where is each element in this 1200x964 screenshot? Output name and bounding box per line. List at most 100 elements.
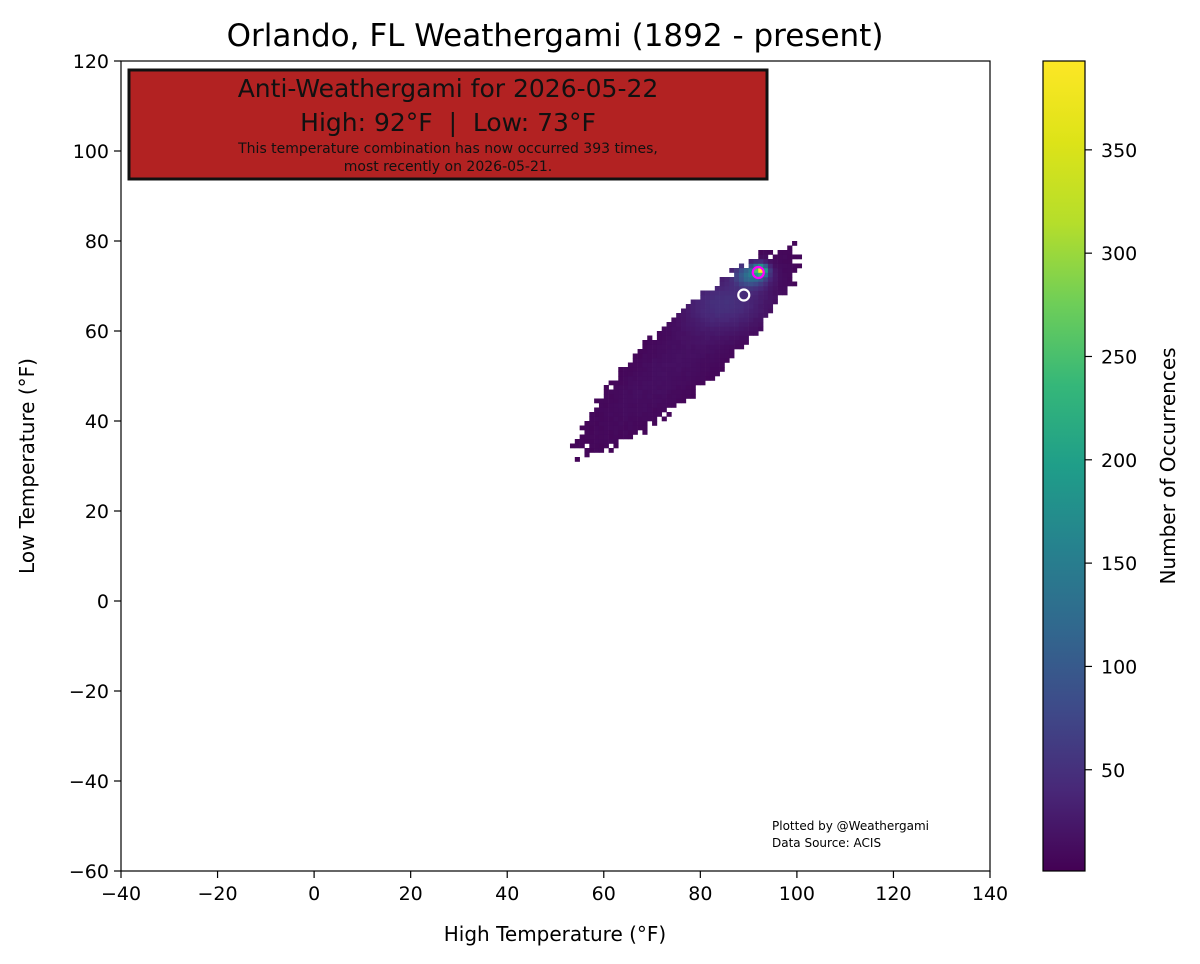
heatmap-cell: [705, 362, 711, 368]
heatmap-cell: [681, 389, 687, 395]
heatmap-cell: [724, 326, 730, 332]
heatmap-cell: [618, 425, 624, 431]
heatmap-cell: [719, 290, 725, 296]
heatmap-cell: [714, 371, 720, 377]
heatmap-cell: [637, 362, 643, 368]
plot-frame: [120, 60, 991, 872]
heatmap-cell: [763, 272, 769, 278]
heatmap-cell: [656, 380, 663, 386]
heatmap-cell: [758, 290, 764, 296]
heatmap-cell: [647, 376, 653, 381]
heatmap-cell: [589, 425, 595, 431]
heatmap-cell: [613, 443, 619, 449]
heatmap-cell: [758, 254, 764, 260]
heatmap-cell: [613, 425, 619, 431]
heatmap-cell: [695, 313, 701, 318]
heatmap-cell: [656, 371, 663, 377]
heatmap-cell: [623, 385, 629, 390]
heatmap-cell: [656, 389, 663, 395]
heatmap-cell: [608, 407, 614, 413]
heatmap-cell: [690, 353, 696, 359]
heatmap-cell: [777, 277, 783, 282]
heatmap-cell: [647, 367, 653, 372]
heatmap-cell: [637, 353, 643, 359]
heatmap-cell: [598, 439, 605, 444]
heatmap-cell: [705, 313, 711, 318]
heatmap-cell: [627, 430, 634, 435]
heatmap-cell: [656, 340, 663, 345]
colorbar-label: Number of Occurrences: [1156, 347, 1180, 584]
heatmap-cell: [661, 335, 667, 341]
heatmap-cell: [594, 425, 600, 431]
heatmap-cell: [719, 304, 725, 309]
heatmap-cell: [647, 380, 653, 386]
heatmap-cell: [623, 394, 629, 399]
heatmap-cell: [671, 358, 677, 363]
heatmap-cell: [753, 295, 759, 300]
heatmap-cell: [627, 421, 634, 426]
heatmap-cell: [705, 295, 711, 300]
heatmap-cell: [685, 385, 691, 390]
heatmap-cell: [690, 349, 696, 354]
heatmap-cell: [719, 353, 725, 359]
heatmap-cell: [603, 416, 609, 422]
heatmap-cell: [719, 322, 725, 327]
heatmap-cell: [632, 376, 638, 381]
heatmap-cell: [787, 272, 793, 278]
x-tick-label: 120: [875, 883, 911, 905]
heatmap-cell: [637, 425, 643, 431]
heatmap-cell: [738, 277, 745, 282]
heatmap-cell: [647, 353, 653, 359]
heatmap-cell: [594, 448, 600, 453]
heatmap-cell: [700, 380, 706, 386]
heatmap-cell: [729, 286, 735, 291]
heatmap-cell: [618, 367, 624, 372]
heatmap-cell: [676, 331, 682, 336]
heatmap-cell: [661, 358, 667, 363]
heatmap-cell: [714, 304, 720, 309]
heatmap-cell: [753, 304, 759, 309]
heatmap-cell: [685, 394, 691, 399]
heatmap-cell: [623, 434, 629, 440]
heatmap-cell: [661, 362, 667, 368]
y-tick-label: −60: [69, 861, 109, 883]
heatmap-cell: [598, 421, 605, 426]
heatmap-cell: [748, 281, 754, 287]
heatmap-cell: [782, 268, 788, 273]
heatmap-cell: [758, 259, 764, 264]
heatmap-cell: [690, 317, 696, 323]
heatmap-cell: [671, 349, 677, 354]
heatmap-cell: [690, 313, 696, 318]
heatmap-cell: [613, 389, 619, 395]
heatmap-cell: [772, 263, 778, 269]
heatmap-cell: [598, 416, 605, 422]
heatmap-cell: [772, 268, 778, 273]
heatmap-cell: [584, 421, 590, 426]
x-tick-label: 20: [399, 883, 423, 905]
credit-data-source: Data Source: ACIS: [772, 836, 881, 850]
x-tick-label: 60: [592, 883, 616, 905]
heatmap-cell: [598, 403, 605, 408]
heatmap-cell: [671, 394, 677, 399]
heatmap-cell: [671, 362, 677, 368]
heatmap-cell: [709, 299, 716, 305]
heatmap-cell: [700, 313, 706, 318]
heatmap-cell: [709, 335, 716, 341]
heatmap-cell: [632, 416, 638, 422]
heatmap-cell: [763, 308, 769, 314]
heatmap-cell: [714, 326, 720, 332]
heatmap-cell: [656, 335, 663, 341]
heatmap-cell: [637, 376, 643, 381]
heatmap-cell: [685, 362, 691, 368]
heatmap-cell: [748, 308, 754, 314]
heatmap-cell: [598, 448, 605, 453]
heatmap-cell: [627, 416, 634, 422]
heatmap-cell: [695, 367, 701, 372]
heatmap-cell: [767, 259, 774, 264]
heatmap-cell: [729, 277, 735, 282]
heatmap-cell: [748, 272, 754, 278]
heatmap-cell: [584, 425, 590, 431]
heatmap-cell: [787, 263, 793, 269]
heatmap-cell: [695, 331, 701, 336]
heatmap-cell: [748, 313, 754, 318]
